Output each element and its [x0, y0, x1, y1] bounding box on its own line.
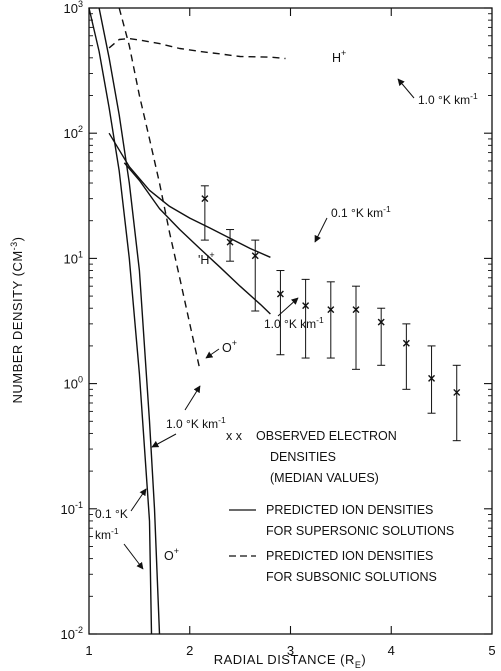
annotation-o-plus-mid-plus: + — [232, 338, 237, 348]
annotation-01k-left-2-exp: -1 — [111, 526, 119, 536]
series-6-line — [118, 7, 201, 370]
observed-point-7 — [352, 306, 360, 314]
annotation-h-plus-mid-h: H — [200, 253, 209, 267]
observed-point-11 — [453, 388, 461, 396]
legend-observed-3: (MEDIAN VALUES) — [270, 471, 379, 485]
annotation-01k-left-2-text: km — [95, 528, 111, 542]
annotation-h-plus-mid-tick: ' — [198, 253, 200, 267]
y-axis-title-close: ) — [10, 236, 25, 241]
series-3-line — [108, 132, 271, 258]
observed-point-5 — [302, 302, 310, 310]
annotation-1k-left-text: 1.0 °K km — [166, 417, 218, 431]
series-2-line — [88, 7, 153, 635]
annotation-o-plus-mid-o: O — [222, 341, 232, 355]
annotation-o-plus-bottom-plus: + — [174, 546, 179, 556]
annotation-01k-mid-text: 0.1 °K km — [331, 206, 383, 220]
x-tick-label-4: 4 — [388, 643, 395, 658]
annotation-h-plus-top: H+ — [332, 48, 346, 65]
annotation-1k-left-exp: -1 — [218, 415, 226, 425]
y-tick-label-0: 100 — [64, 375, 83, 392]
observed-layer — [200, 185, 461, 442]
observed-point-3 — [251, 252, 259, 260]
legend-solid-2: FOR SUPERSONIC SOLUTIONS — [266, 524, 454, 538]
ticks: 1 2 3 4 5 10-2 10-1 100 101 102 103 — [61, 0, 496, 658]
y-tick-label--2: 10-2 — [61, 625, 83, 642]
legend-solid-1: PREDICTED ION DENSITIES — [266, 503, 433, 517]
annotation-h-plus-top-h: H — [332, 51, 341, 65]
legend-observed-marker: x x — [226, 429, 243, 443]
legend-dashed-1: PREDICTED ION DENSITIES — [266, 549, 433, 563]
observed-point-8 — [377, 318, 385, 326]
observed-point-10 — [428, 374, 436, 382]
legend-observed-2: DENSITIES — [270, 450, 336, 464]
annotation-1k-mid-exp: -1 — [316, 315, 324, 325]
annotation-01k-left-1: 0.1 °K — [95, 507, 128, 521]
y-tick-label-2: 102 — [64, 124, 83, 141]
annotation-o-plus-bottom: O+ — [164, 546, 179, 563]
annotation-h-plus-mid: 'H+ — [198, 250, 215, 267]
y-axis-title: NUMBER DENSITY (CM-3) — [9, 236, 25, 403]
x-axis-title-text: RADIAL DISTANCE (R — [214, 652, 355, 667]
annotation-1k-top-arrow — [397, 78, 415, 99]
observed-point-1 — [201, 195, 209, 203]
annotation-01k-mid-arrow — [314, 217, 328, 243]
annotation-01k-left-2: km-1 — [95, 526, 119, 542]
x-tick-label-3: 3 — [287, 643, 294, 658]
observed-point-4 — [276, 290, 284, 298]
annotation-1k-left-arrow-2 — [151, 433, 177, 448]
annotation-1k-top: 1.0 °K km-1 — [418, 91, 478, 107]
annotation-01k-mid-exp: -1 — [383, 204, 391, 214]
x-tick-label-1: 1 — [85, 643, 92, 658]
y-tick-label-1: 101 — [64, 249, 83, 266]
y-axis-title-sup: -3 — [9, 241, 19, 250]
legend: x x OBSERVED ELECTRON DENSITIES (MEDIAN … — [226, 429, 454, 584]
x-axis-title-close: ) — [361, 652, 366, 667]
annotation-h-plus-top-plus: + — [341, 48, 346, 58]
annotation-1k-mid-text: 1.0 °K km — [264, 317, 316, 331]
series-4-line — [123, 162, 271, 315]
y-axis-title-text: NUMBER DENSITY (CM — [10, 250, 25, 403]
legend-observed-1: OBSERVED ELECTRON — [256, 429, 397, 443]
x-tick-label-2: 2 — [186, 643, 193, 658]
annotation-1k-mid-arrow — [277, 297, 299, 317]
annotation-1k-left: 1.0 °K km-1 — [166, 415, 226, 431]
annotation-o-plus-bottom-o: O — [164, 549, 174, 563]
annotation-1k-top-text: 1.0 °K km — [418, 93, 470, 107]
annotation-1k-left-arrow-1 — [184, 385, 201, 411]
annotation-h-plus-mid-plus: + — [209, 250, 214, 260]
observed-point-2 — [226, 238, 234, 246]
observed-point-6 — [327, 306, 335, 314]
y-tick-label-3: 103 — [64, 0, 83, 16]
series-5-line — [108, 37, 286, 60]
x-tick-label-5: 5 — [488, 643, 495, 658]
annotation-01k-left-arrow-2 — [123, 543, 144, 570]
annotation-1k-mid: 1.0 °K km-1 — [264, 315, 324, 331]
observed-point-9 — [402, 339, 410, 347]
legend-dashed-2: FOR SUBSONIC SOLUTIONS — [266, 570, 437, 584]
x-axis-title: RADIAL DISTANCE (RE) — [214, 652, 367, 670]
series-1-line — [98, 7, 161, 635]
annotation-o-plus-mid-arrow — [205, 348, 220, 359]
annotation-1k-top-exp: -1 — [470, 91, 478, 101]
annotation-01k-mid: 0.1 °K km-1 — [331, 204, 391, 220]
annotation-01k-left-arrow-1 — [130, 488, 147, 512]
series-layer — [88, 7, 286, 635]
x-axis-title-sub: E — [355, 660, 362, 670]
y-tick-label--1: 10-1 — [61, 500, 83, 517]
annotation-o-plus-mid: O+ — [222, 338, 237, 355]
